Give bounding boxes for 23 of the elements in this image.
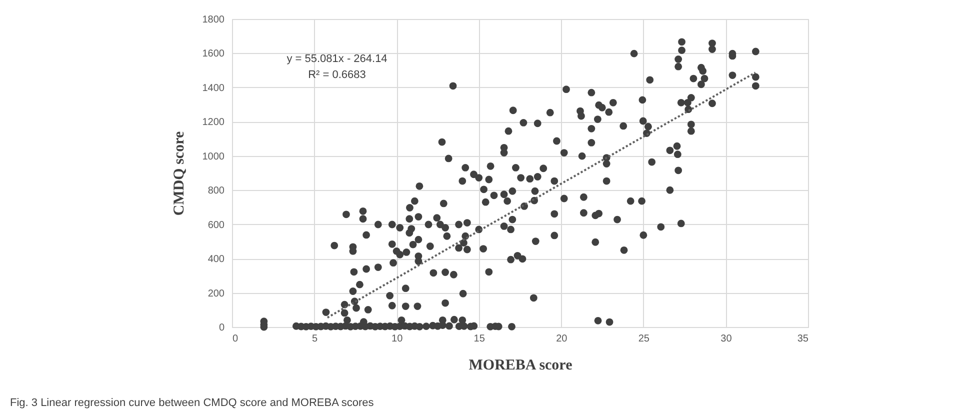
x-tick-label: 25	[638, 334, 650, 344]
y-tick-label: 1800	[202, 14, 225, 26]
x-tick-label: 5	[312, 334, 318, 344]
x-tick-label: 35	[797, 334, 809, 344]
caption: Fig. 3 Linear regression curve between CMDQ score and MOREBA scores	[10, 397, 374, 409]
annotation: y = 55.081x - 264.14	[286, 53, 388, 65]
y-tick-label: 800	[208, 186, 225, 197]
x-tick-label: 15	[474, 334, 486, 344]
y-tick-label: 1000	[202, 151, 225, 162]
y-tick-label: 1200	[202, 117, 225, 128]
annotation: R² = 0.6683	[308, 69, 366, 81]
y-tick-label: 0	[218, 322, 225, 334]
y-tick-label: 200	[208, 288, 225, 300]
x-tick-label: 10	[392, 334, 404, 344]
x-tick-label: 30	[720, 334, 732, 344]
x-tick-label: 20	[556, 334, 568, 344]
y-tick-label: 1400	[202, 82, 225, 94]
y-tick-label: 400	[208, 254, 225, 266]
x-tick-label: 0	[232, 334, 238, 344]
y-tick-label: 600	[208, 220, 225, 231]
y-axis-title: CMDQ score	[171, 131, 188, 216]
y-tick-label: 1600	[202, 48, 225, 60]
x-axis-title: MOREBA score	[468, 358, 573, 374]
